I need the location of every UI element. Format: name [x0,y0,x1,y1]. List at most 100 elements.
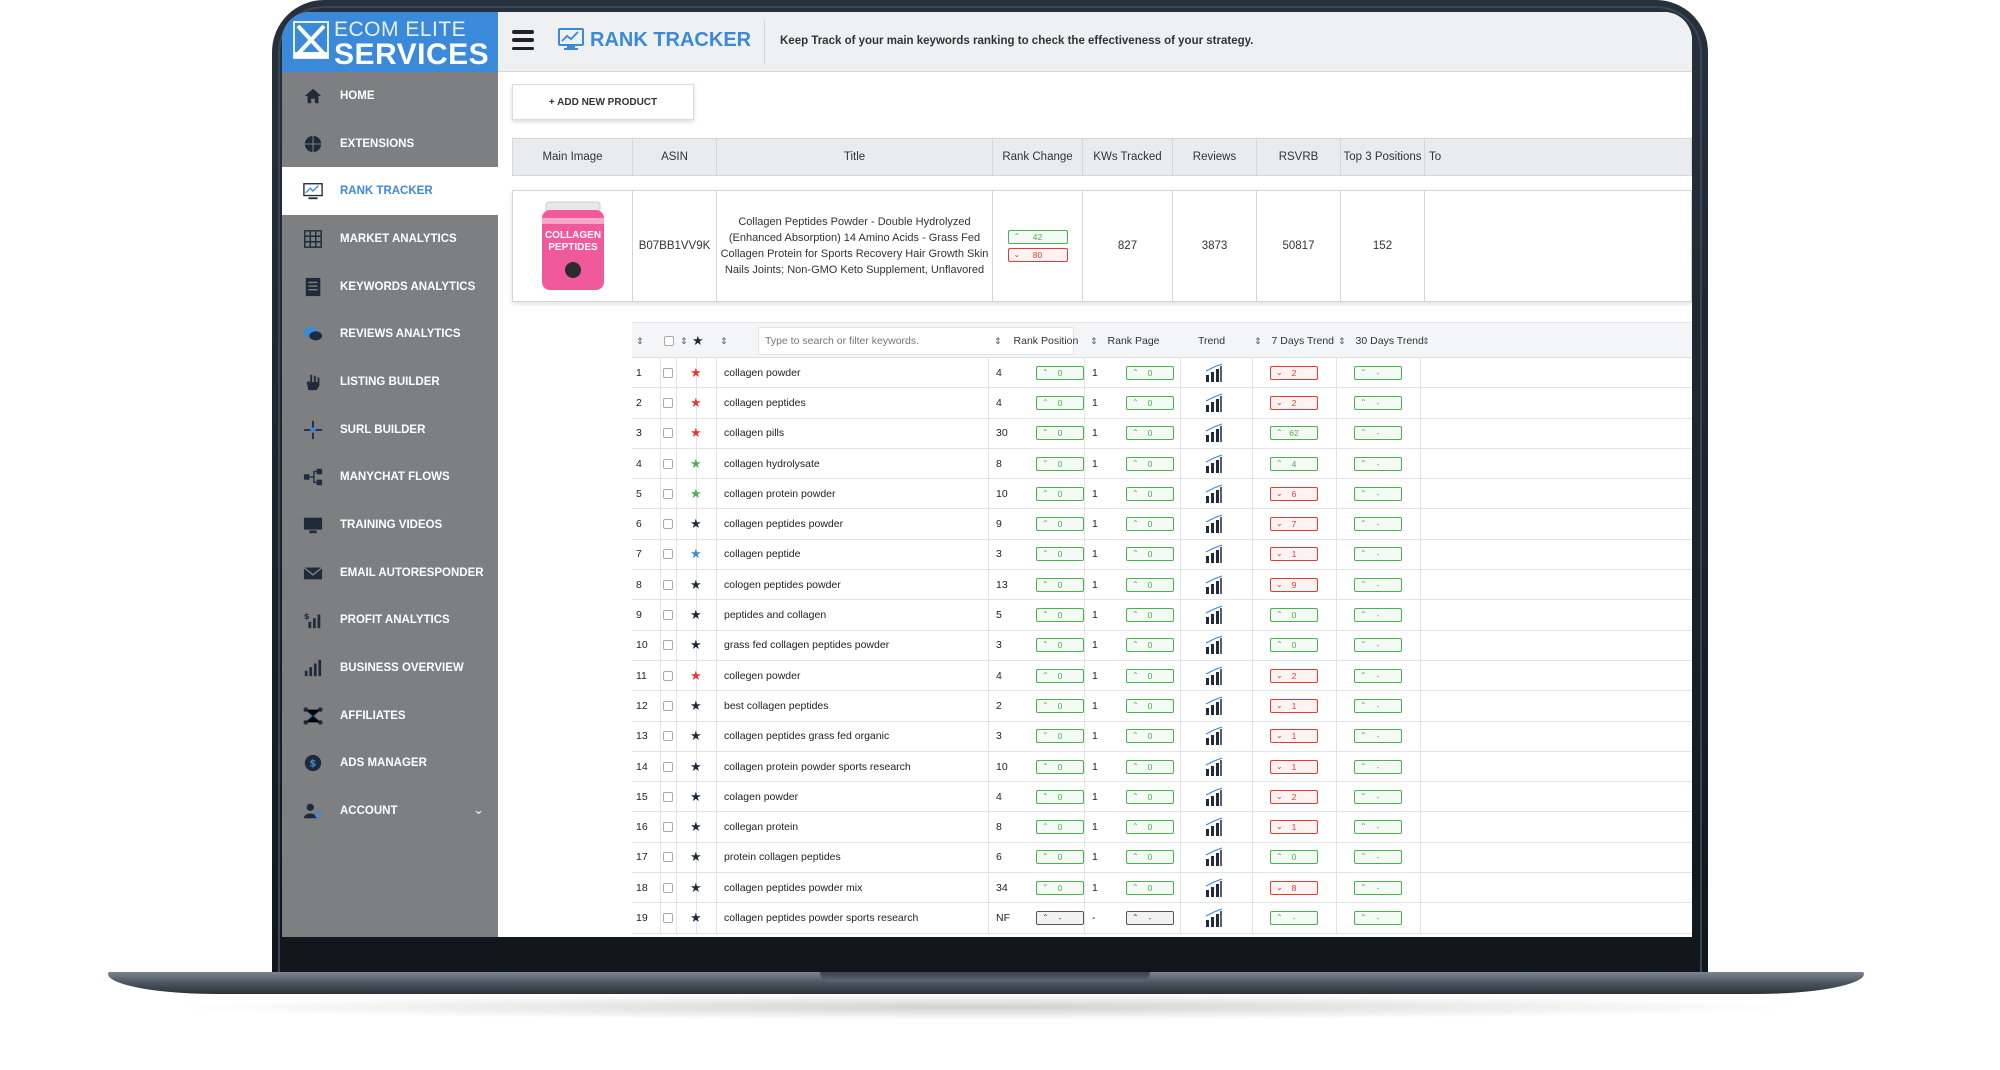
row-checkbox[interactable] [663,358,673,387]
favorite-star-icon[interactable]: ★ [690,607,702,623]
trend-chart-icon[interactable] [1204,752,1224,781]
sidebar-item-rank-tracker[interactable]: RANK TRACKER [282,167,498,216]
favorite-star-icon[interactable]: ★ [690,788,702,804]
trend-chart-icon[interactable] [1204,570,1224,599]
table-row[interactable]: 15 ★ colagen powder 4 ⌃ 0 1 ⌃ 0 ⌄ 2 ⌃ - [632,782,1692,813]
row-checkbox[interactable] [663,812,673,841]
trend-chart-icon[interactable] [1204,419,1224,448]
row-checkbox[interactable] [663,600,673,629]
sidebar-item-business-overview[interactable]: BUSINESS OVERVIEW [282,644,498,692]
trend-chart-icon[interactable] [1204,358,1224,387]
favorite-star-icon[interactable]: ★ [690,637,702,653]
table-row[interactable]: 7 ★ collagen peptide 3 ⌃ 0 1 ⌃ 0 ⌄ 1 ⌃ - [632,539,1692,571]
row-checkbox[interactable] [663,388,673,417]
trend-chart-icon[interactable] [1204,843,1224,872]
table-row[interactable]: 18 ★ collagen peptides powder mix 34 ⌃ 0 1 ⌃ 0 ⌄ 8… [632,873,1692,904]
sort-index-icon[interactable]: ⇕ [636,335,644,346]
table-row[interactable]: 19 ★ collagen peptides powder sports resea… [632,903,1692,934]
favorite-star-icon[interactable]: ★ [690,849,702,865]
favorite-star-icon[interactable]: ★ [690,516,702,532]
sidebar-item-home[interactable]: HOME [282,72,498,120]
brand-logo-block[interactable]: ECOM ELITE SERVICES [282,12,498,72]
sidebar-item-reviews-analytics[interactable]: REVIEWS ANALYTICS [282,310,498,358]
sidebar-item-manychat-flows[interactable]: MANYCHAT FLOWS [282,454,498,502]
trend-chart-icon[interactable] [1204,479,1224,508]
trend-chart-icon[interactable] [1204,722,1224,751]
keyword-search-input[interactable] [758,327,1074,355]
favorite-star-icon[interactable]: ★ [690,819,702,835]
sort-keyword-icon[interactable]: ⇕ [720,335,728,346]
trend-chart-icon[interactable] [1204,449,1224,478]
table-row[interactable]: 6 ★ collagen peptides powder 9 ⌃ 0 1 ⌃ 0 ⌄ 7 ⌃ - [632,509,1692,540]
trend-chart-icon[interactable] [1204,903,1224,932]
favorite-star-icon[interactable]: ★ [690,394,702,410]
trend-chart-icon[interactable] [1204,661,1224,690]
favorite-star-icon[interactable]: ★ [690,485,702,501]
sidebar-item-account[interactable]: ACCOUNT ⌄ [282,787,498,835]
sidebar-item-listing-builder[interactable]: LISTING BUILDER [282,358,498,406]
trend-chart-icon[interactable] [1204,782,1224,811]
menu-toggle-icon[interactable] [512,30,534,50]
product-row[interactable]: COLLAGEN PEPTIDES B07BB1VV9K Collagen Pepti… [512,190,1692,302]
star-header-icon[interactable]: ★ [692,333,704,348]
rank-position-header[interactable]: ⇕ Rank Position [994,323,1078,359]
row-checkbox[interactable] [663,631,673,660]
select-all-checkbox[interactable] [664,323,674,359]
trend-chart-icon[interactable] [1204,600,1224,629]
row-checkbox[interactable] [663,570,673,599]
row-checkbox[interactable] [663,843,673,872]
table-row[interactable]: 8 ★ cologen peptides powder 13 ⌃ 0 1 ⌃ 0 ⌄ 9 ⌃ - [632,570,1692,601]
favorite-star-icon[interactable]: ★ [690,546,702,562]
sidebar-item-profit-analytics[interactable]: $ PROFIT ANALYTICS [282,597,498,645]
table-row[interactable]: 2 ★ collagen peptides 4 ⌃ 0 1 ⌃ 0 ⌄ 2 ⌃ - [632,388,1692,419]
table-row[interactable]: 4 ★ collagen hydrolysate 8 ⌃ 0 1 ⌃ 0 ⌃ 4 ⌃ - [632,448,1692,480]
row-checkbox[interactable] [663,873,673,902]
table-row[interactable]: 14 ★ collagen protein powder sports resear… [632,751,1692,783]
seven-days-trend-header[interactable]: ⇕ 7 Days Trend [1254,323,1334,359]
trend-chart-icon[interactable] [1204,873,1224,902]
favorite-star-icon[interactable]: ★ [690,879,702,895]
table-row[interactable]: 3 ★ collagen pills 30 ⌃ 0 1 ⌃ 0 ⌃ 62 ⌃ - [632,418,1692,449]
sidebar-item-ads-manager[interactable]: $ ADS MANAGER [282,740,498,788]
sidebar-item-keywords-analytics[interactable]: KEYWORDS ANALYTICS [282,263,498,311]
thirty-days-trend-header[interactable]: ⇕ 30 Days Trend [1338,323,1424,359]
trend-chart-icon[interactable] [1204,812,1224,841]
table-row[interactable]: 1 ★ collagen powder 4 ⌃ 0 1 ⌃ 0 ⌄ 2 ⌃ - [632,358,1692,389]
table-row[interactable]: 5 ★ collagen protein powder 10 ⌃ 0 1 ⌃ 0 ⌄ 6 ⌃ - [632,479,1692,510]
trend-chart-icon[interactable] [1204,509,1224,538]
favorite-star-icon[interactable]: ★ [690,576,702,592]
row-checkbox[interactable] [663,782,673,811]
row-checkbox[interactable] [663,449,673,478]
table-row[interactable]: 11 ★ collegen powder 4 ⌃ 0 1 ⌃ 0 ⌄ 2 ⌃ - [632,660,1692,692]
chevron-down-icon[interactable]: ⌄ [473,802,484,818]
sidebar-item-surl-builder[interactable]: SURL BUILDER [282,406,498,454]
table-row[interactable]: 9 ★ peptides and collagen 5 ⌃ 0 1 ⌃ 0 ⌃ 0 ⌃ - [632,600,1692,631]
table-row[interactable]: 10 ★ grass fed collagen peptides powder 3 ⌃ 0… [632,630,1692,661]
table-row[interactable]: 17 ★ protein collagen peptides 6 ⌃ 0 1 ⌃ 0 ⌃ 0 ⌃ - [632,842,1692,874]
add-new-product-button[interactable]: + ADD NEW PRODUCT [512,84,694,120]
row-checkbox[interactable] [663,691,673,720]
favorite-star-icon[interactable]: ★ [690,728,702,744]
rank-page-header[interactable]: ⇕ Rank Page [1090,323,1160,359]
table-row[interactable]: 16 ★ collegan protein 8 ⌃ 0 1 ⌃ 0 ⌄ 1 ⌃ - [632,812,1692,843]
trend-chart-icon[interactable] [1204,388,1224,417]
row-checkbox[interactable] [663,752,673,781]
trend-chart-icon[interactable] [1204,540,1224,569]
favorite-star-icon[interactable]: ★ [690,697,702,713]
favorite-star-icon[interactable]: ★ [690,364,702,380]
sidebar-item-extensions[interactable]: EXTENSIONS [282,120,498,168]
row-checkbox[interactable] [663,661,673,690]
row-checkbox[interactable] [663,479,673,508]
sidebar-item-training-videos[interactable]: TRAINING VIDEOS [282,501,498,549]
row-checkbox[interactable] [663,419,673,448]
favorite-star-icon[interactable]: ★ [690,667,702,683]
favorite-star-icon[interactable]: ★ [690,425,702,441]
sort-extra-icon[interactable]: ⇕ [1422,335,1430,346]
row-checkbox[interactable] [663,509,673,538]
sidebar-item-market-analytics[interactable]: MARKET ANALYTICS [282,215,498,263]
row-checkbox[interactable] [663,722,673,751]
row-checkbox[interactable] [663,903,673,932]
sidebar-item-affiliates[interactable]: AFFILIATES [282,692,498,740]
table-row[interactable]: 13 ★ collagen peptides grass fed organic 3 ⌃… [632,721,1692,752]
sort-check-icon[interactable]: ⇕ [680,335,688,346]
